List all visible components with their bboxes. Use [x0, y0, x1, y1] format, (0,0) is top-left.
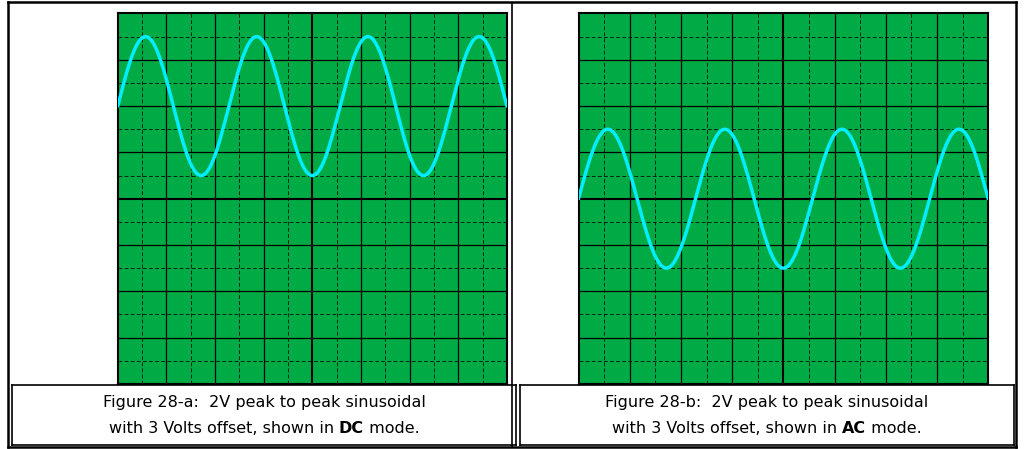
Text: AC: AC [842, 421, 866, 436]
Text: mode.: mode. [866, 421, 922, 436]
Text: with 3 Volts offset, shown in: with 3 Volts offset, shown in [109, 421, 339, 436]
Text: DC: DC [339, 421, 364, 436]
Text: mode.: mode. [364, 421, 420, 436]
Text: Figure 28-a:  2V peak to peak sinusoidal: Figure 28-a: 2V peak to peak sinusoidal [102, 396, 426, 410]
Text: with 3 Volts offset, shown in: with 3 Volts offset, shown in [612, 421, 842, 436]
Text: Figure 28-b:  2V peak to peak sinusoidal: Figure 28-b: 2V peak to peak sinusoidal [605, 396, 929, 410]
